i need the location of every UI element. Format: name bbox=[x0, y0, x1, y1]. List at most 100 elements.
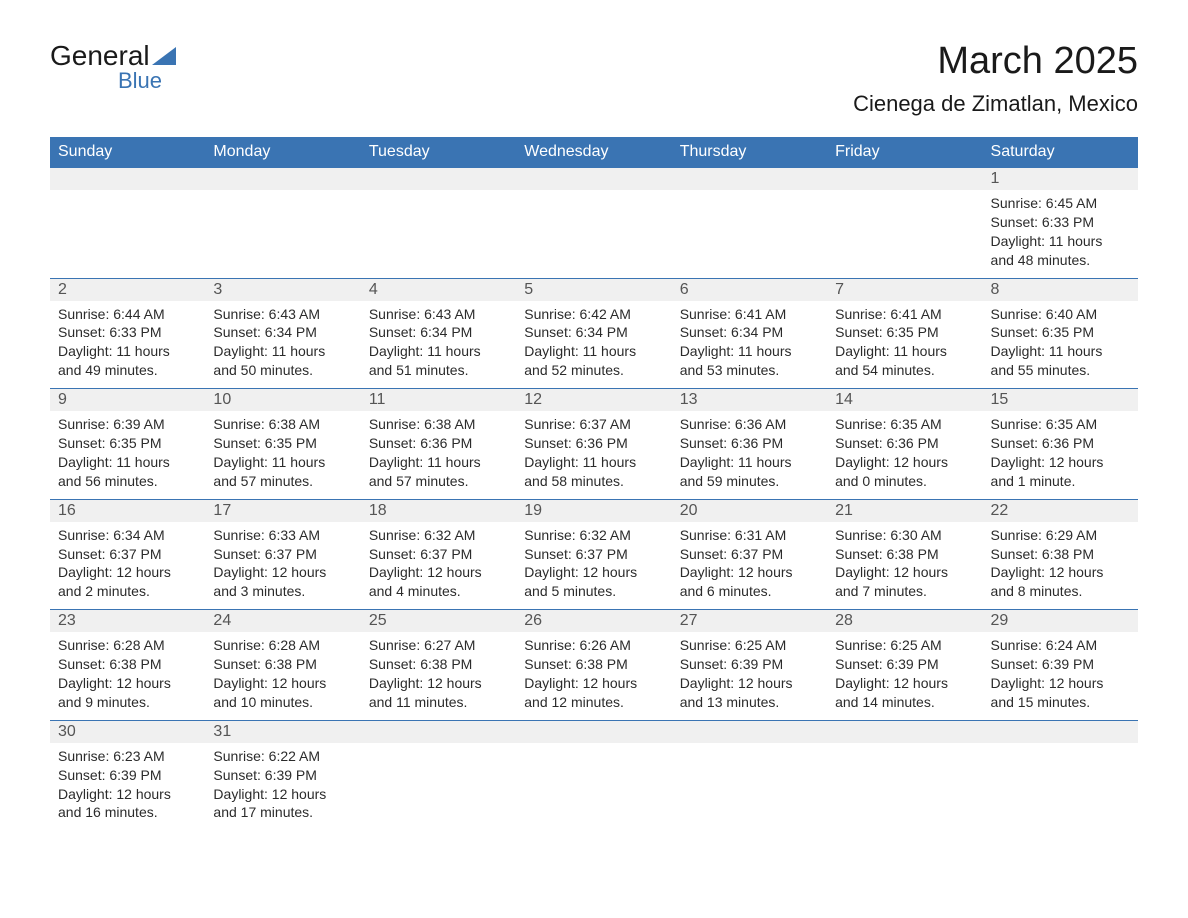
cell-dl1: Daylight: 12 hours bbox=[369, 563, 508, 582]
cell-ss: Sunset: 6:37 PM bbox=[58, 545, 197, 564]
day-number-cell: 6 bbox=[672, 278, 827, 301]
day-data-row: Sunrise: 6:39 AMSunset: 6:35 PMDaylight:… bbox=[50, 411, 1138, 499]
day-data-cell: Sunrise: 6:35 AMSunset: 6:36 PMDaylight:… bbox=[983, 411, 1138, 499]
cell-dl1: Daylight: 11 hours bbox=[524, 453, 663, 472]
day-number-cell bbox=[516, 168, 671, 191]
cell-dl1: Daylight: 12 hours bbox=[680, 563, 819, 582]
cell-sr: Sunrise: 6:43 AM bbox=[369, 305, 508, 324]
cell-sr: Sunrise: 6:28 AM bbox=[213, 636, 352, 655]
cell-ss: Sunset: 6:37 PM bbox=[369, 545, 508, 564]
col-header-monday: Monday bbox=[205, 137, 360, 168]
cell-sr: Sunrise: 6:23 AM bbox=[58, 747, 197, 766]
day-number-cell bbox=[205, 168, 360, 191]
cell-dl2: and 55 minutes. bbox=[991, 361, 1130, 380]
cell-sr: Sunrise: 6:40 AM bbox=[991, 305, 1130, 324]
cell-sr: Sunrise: 6:30 AM bbox=[835, 526, 974, 545]
cell-ss: Sunset: 6:39 PM bbox=[835, 655, 974, 674]
day-number-cell: 7 bbox=[827, 278, 982, 301]
day-number-cell: 20 bbox=[672, 499, 827, 522]
cell-dl1: Daylight: 12 hours bbox=[524, 674, 663, 693]
cell-dl2: and 53 minutes. bbox=[680, 361, 819, 380]
cell-dl1: Daylight: 12 hours bbox=[991, 563, 1130, 582]
cell-ss: Sunset: 6:38 PM bbox=[213, 655, 352, 674]
cell-dl2: and 58 minutes. bbox=[524, 472, 663, 491]
day-data-cell: Sunrise: 6:43 AMSunset: 6:34 PMDaylight:… bbox=[205, 301, 360, 389]
cell-ss: Sunset: 6:34 PM bbox=[680, 323, 819, 342]
month-title: March 2025 bbox=[853, 40, 1138, 83]
cell-ss: Sunset: 6:39 PM bbox=[680, 655, 819, 674]
cell-dl2: and 13 minutes. bbox=[680, 693, 819, 712]
day-data-cell: Sunrise: 6:30 AMSunset: 6:38 PMDaylight:… bbox=[827, 522, 982, 610]
cell-sr: Sunrise: 6:24 AM bbox=[991, 636, 1130, 655]
day-number-cell bbox=[672, 720, 827, 743]
day-number-cell bbox=[516, 720, 671, 743]
cell-dl2: and 11 minutes. bbox=[369, 693, 508, 712]
day-data-cell: Sunrise: 6:45 AMSunset: 6:33 PMDaylight:… bbox=[983, 190, 1138, 278]
cell-ss: Sunset: 6:39 PM bbox=[991, 655, 1130, 674]
day-data-cell bbox=[983, 743, 1138, 831]
cell-dl1: Daylight: 12 hours bbox=[213, 563, 352, 582]
cell-dl2: and 56 minutes. bbox=[58, 472, 197, 491]
logo: General Blue bbox=[50, 40, 176, 94]
cell-dl2: and 17 minutes. bbox=[213, 803, 352, 822]
day-number-cell: 12 bbox=[516, 389, 671, 412]
cell-ss: Sunset: 6:33 PM bbox=[991, 213, 1130, 232]
cell-sr: Sunrise: 6:32 AM bbox=[524, 526, 663, 545]
cell-dl2: and 8 minutes. bbox=[991, 582, 1130, 601]
cell-dl1: Daylight: 11 hours bbox=[991, 232, 1130, 251]
cell-dl2: and 14 minutes. bbox=[835, 693, 974, 712]
day-number-cell: 15 bbox=[983, 389, 1138, 412]
day-data-cell: Sunrise: 6:27 AMSunset: 6:38 PMDaylight:… bbox=[361, 632, 516, 720]
cell-dl2: and 5 minutes. bbox=[524, 582, 663, 601]
cell-dl1: Daylight: 12 hours bbox=[991, 453, 1130, 472]
day-number-cell: 8 bbox=[983, 278, 1138, 301]
day-number-cell bbox=[983, 720, 1138, 743]
cell-dl2: and 59 minutes. bbox=[680, 472, 819, 491]
day-data-cell: Sunrise: 6:41 AMSunset: 6:34 PMDaylight:… bbox=[672, 301, 827, 389]
day-data-cell: Sunrise: 6:29 AMSunset: 6:38 PMDaylight:… bbox=[983, 522, 1138, 610]
cell-ss: Sunset: 6:34 PM bbox=[524, 323, 663, 342]
cell-sr: Sunrise: 6:25 AM bbox=[835, 636, 974, 655]
day-number-cell bbox=[672, 168, 827, 191]
cell-dl1: Daylight: 12 hours bbox=[58, 563, 197, 582]
day-data-row: Sunrise: 6:28 AMSunset: 6:38 PM Daylight:… bbox=[50, 632, 1138, 720]
cell-ss: Sunset: 6:38 PM bbox=[835, 545, 974, 564]
cell-ss: Sunset: 6:35 PM bbox=[991, 323, 1130, 342]
cell-sr: Sunrise: 6:27 AM bbox=[369, 636, 508, 655]
day-number-cell bbox=[827, 720, 982, 743]
cell-dl2: and 1 minute. bbox=[991, 472, 1130, 491]
day-data-cell: Sunrise: 6:37 AMSunset: 6:36 PMDaylight:… bbox=[516, 411, 671, 499]
cell-dl1: Daylight: 12 hours bbox=[835, 453, 974, 472]
day-number-cell: 1 bbox=[983, 168, 1138, 191]
cell-dl1: Daylight: 11 hours bbox=[524, 342, 663, 361]
day-number-cell: 18 bbox=[361, 499, 516, 522]
cell-dl2: and 10 minutes. bbox=[213, 693, 352, 712]
cell-dl2: and 9 minutes. bbox=[58, 693, 197, 712]
col-header-friday: Friday bbox=[827, 137, 982, 168]
day-data-cell: Sunrise: 6:24 AMSunset: 6:39 PMDaylight:… bbox=[983, 632, 1138, 720]
cell-ss: Sunset: 6:37 PM bbox=[213, 545, 352, 564]
day-data-cell bbox=[516, 743, 671, 831]
cell-dl2: and 12 minutes. bbox=[524, 693, 663, 712]
cell-dl2: and 2 minutes. bbox=[58, 582, 197, 601]
day-number-cell: 25 bbox=[361, 610, 516, 633]
cell-dl1: Daylight: 11 hours bbox=[680, 453, 819, 472]
day-number-row: 1 bbox=[50, 168, 1138, 191]
day-data-row: Sunrise: 6:23 AMSunset: 6:39 PMDaylight:… bbox=[50, 743, 1138, 831]
day-data-cell: Sunrise: 6:44 AMSunset: 6:33 PMDaylight:… bbox=[50, 301, 205, 389]
day-data-cell bbox=[827, 743, 982, 831]
header: General Blue March 2025 Cienega de Zimat… bbox=[50, 40, 1138, 117]
cell-ss: Sunset: 6:38 PM bbox=[991, 545, 1130, 564]
day-data-cell bbox=[205, 190, 360, 278]
day-data-cell: Sunrise: 6:41 AMSunset: 6:35 PMDaylight:… bbox=[827, 301, 982, 389]
cell-dl2: and 16 minutes. bbox=[58, 803, 197, 822]
cell-ss: Sunset: 6:35 PM bbox=[58, 434, 197, 453]
cell-sr: Sunrise: 6:25 AM bbox=[680, 636, 819, 655]
cell-sr: Sunrise: 6:35 AM bbox=[835, 415, 974, 434]
cell-sr: Sunrise: 6:37 AM bbox=[524, 415, 663, 434]
cell-dl2: and 15 minutes. bbox=[991, 693, 1130, 712]
cell-ss: Sunset: 6:36 PM bbox=[524, 434, 663, 453]
cell-dl1: Daylight: 12 hours bbox=[369, 674, 508, 693]
day-number-cell: 14 bbox=[827, 389, 982, 412]
cell-dl1: Daylight: 11 hours bbox=[835, 342, 974, 361]
